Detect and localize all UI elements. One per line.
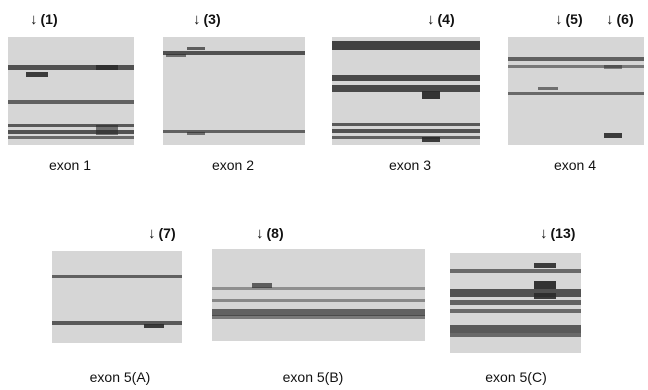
gel-band xyxy=(163,51,305,55)
gel-background xyxy=(508,37,644,145)
gel-band xyxy=(332,85,480,92)
gel-band xyxy=(332,41,480,50)
gel-band xyxy=(212,299,425,302)
gel-band xyxy=(332,136,480,139)
down-arrow-icon: ↓ xyxy=(606,11,614,28)
gel-band xyxy=(450,333,581,337)
gel-exon-3 xyxy=(332,37,480,145)
shifted-band xyxy=(166,54,186,57)
gel-exon-5a xyxy=(52,251,182,343)
gel-exon-1 xyxy=(8,37,134,145)
mutation-marker-8: ↓ (8) xyxy=(256,225,284,242)
gel-band xyxy=(508,57,644,61)
shifted-band xyxy=(604,65,622,69)
gel-exon-4 xyxy=(508,37,644,145)
gel-band xyxy=(450,289,581,297)
gel-band xyxy=(212,315,425,319)
mutation-marker-6: ↓ (6) xyxy=(606,11,634,28)
shifted-band xyxy=(144,324,164,328)
caption-exon-4: exon 4 xyxy=(553,157,597,173)
gel-background xyxy=(52,251,182,343)
mutation-marker-3: ↓ (3) xyxy=(193,11,221,28)
down-arrow-icon: ↓ xyxy=(193,11,201,28)
gel-band xyxy=(8,130,134,134)
shifted-band xyxy=(187,47,205,50)
gel-band xyxy=(450,325,581,333)
shifted-band xyxy=(96,65,118,70)
gel-band xyxy=(332,123,480,126)
down-arrow-icon: ↓ xyxy=(427,11,435,28)
gel-band xyxy=(52,321,182,325)
down-arrow-icon: ↓ xyxy=(148,225,156,242)
shifted-band xyxy=(96,125,118,135)
gel-band xyxy=(332,75,480,81)
shifted-band xyxy=(534,281,556,289)
gel-band xyxy=(8,124,134,127)
caption-exon-1: exon 1 xyxy=(48,157,92,173)
mutation-marker-1: ↓ (1) xyxy=(30,11,58,28)
gel-band xyxy=(8,100,134,104)
gel-band xyxy=(8,136,134,139)
gel-band xyxy=(508,92,644,95)
gel-band xyxy=(450,269,581,273)
gel-exon-5b xyxy=(212,249,425,341)
gel-band xyxy=(450,300,581,305)
caption-exon-5a: exon 5(A) xyxy=(89,369,151,385)
shifted-band xyxy=(187,132,205,135)
down-arrow-icon: ↓ xyxy=(256,225,264,242)
shifted-band xyxy=(422,137,440,142)
gel-exon-5c xyxy=(450,253,581,353)
caption-exon-5c: exon 5(C) xyxy=(485,369,547,385)
caption-exon-3: exon 3 xyxy=(388,157,432,173)
down-arrow-icon: ↓ xyxy=(540,225,548,242)
mutation-marker-5: ↓ (5) xyxy=(555,11,583,28)
gel-exon-2 xyxy=(163,37,305,145)
gel-band xyxy=(52,275,182,278)
mutation-marker-7: ↓ (7) xyxy=(148,225,176,242)
mutation-marker-4: ↓ (4) xyxy=(427,11,455,28)
shifted-band xyxy=(604,133,622,138)
shifted-band xyxy=(534,293,556,299)
gel-band xyxy=(450,309,581,313)
shifted-band xyxy=(538,87,558,90)
gel-band xyxy=(163,130,305,133)
gel-band xyxy=(8,65,134,70)
gel-band xyxy=(332,129,480,133)
shifted-band xyxy=(534,263,556,268)
shifted-band xyxy=(422,91,440,99)
down-arrow-icon: ↓ xyxy=(30,11,38,28)
gel-band xyxy=(508,65,644,68)
gel-background xyxy=(212,249,425,341)
shifted-band xyxy=(252,283,272,288)
gel-band xyxy=(212,309,425,316)
caption-exon-2: exon 2 xyxy=(211,157,255,173)
caption-exon-5b: exon 5(B) xyxy=(282,369,344,385)
shifted-band xyxy=(26,72,48,77)
gel-band xyxy=(212,287,425,290)
down-arrow-icon: ↓ xyxy=(555,11,563,28)
mutation-marker-13: ↓ (13) xyxy=(540,225,576,242)
